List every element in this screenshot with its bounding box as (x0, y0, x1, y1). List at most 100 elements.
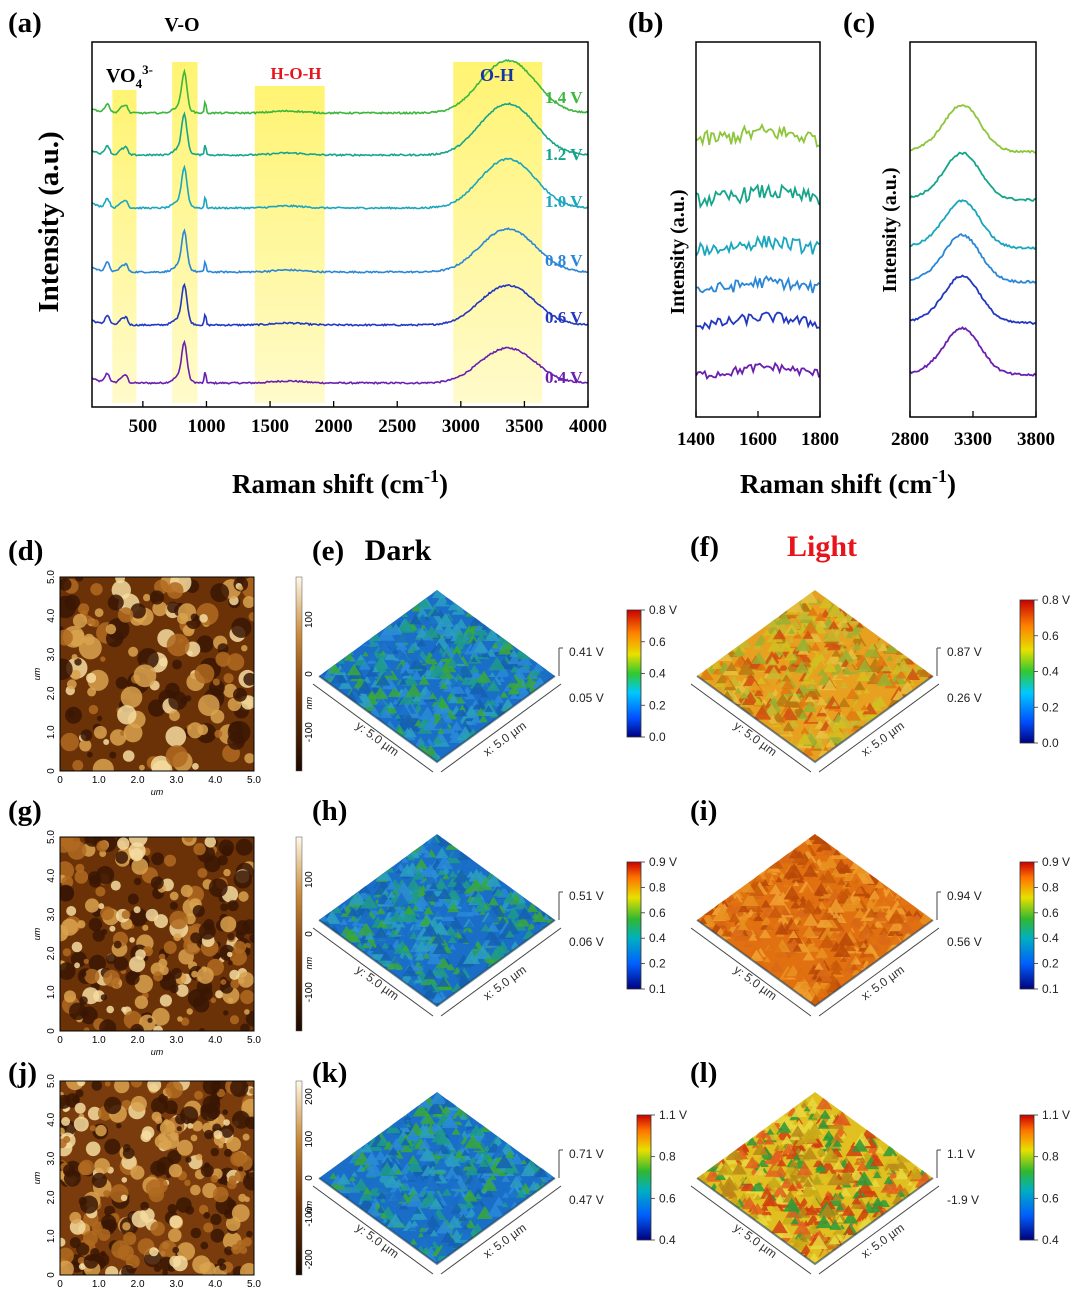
afm-grain (77, 920, 86, 929)
afm-y-tick: 2.0 (46, 946, 57, 960)
afm-grain (210, 1213, 222, 1225)
kpfm-z-top: 0.94 V (947, 889, 982, 903)
kpfm-texture (788, 628, 796, 634)
kpfm-texture (487, 933, 502, 946)
kpfm-texture (488, 682, 497, 689)
kpfm-z-bottom: 0.56 V (947, 935, 982, 949)
kpfm-texture (439, 658, 457, 673)
kpfm-texture (812, 1157, 825, 1168)
kpfm-texture (864, 631, 881, 645)
kpfm-texture (446, 963, 456, 971)
kpfm-texture (453, 631, 469, 645)
afm-grain (131, 858, 149, 875)
afm-y-tick: 3.0 (46, 1151, 57, 1165)
afm-grain (197, 868, 208, 878)
kpfm-texture (464, 1154, 472, 1161)
afm-y-tick: 1.0 (46, 725, 57, 739)
kpfm-texture (744, 1156, 760, 1169)
kpfm-texture (824, 714, 831, 720)
afm-grain (94, 608, 104, 617)
kpfm-texture (806, 1122, 823, 1135)
afm-grain (212, 1186, 229, 1203)
kpfm-texture (838, 645, 846, 652)
afm-grain (190, 613, 199, 622)
afm-grain (70, 951, 87, 968)
afm-grain (220, 979, 227, 985)
afm-y-tick: 5.0 (46, 570, 57, 584)
afm-grain (149, 590, 165, 605)
kpfm-texture (505, 930, 515, 938)
kpfm-texture (453, 1114, 463, 1122)
kpfm-texture (425, 988, 436, 996)
kpfm-texture (781, 678, 795, 690)
kpfm-x-axis-line (818, 683, 940, 773)
afm-grain (227, 900, 239, 912)
kpfm-texture (509, 649, 519, 657)
kpfm-texture (434, 623, 443, 630)
afm-grain (186, 1008, 193, 1015)
afm-grain (158, 1240, 177, 1259)
kpfm-texture (882, 1144, 898, 1157)
afm-grain (100, 1250, 106, 1257)
kpfm-texture (488, 656, 506, 671)
afm-panel-label: (g) (8, 795, 42, 827)
kpfm-texture (767, 715, 778, 724)
afm-grain (114, 983, 120, 989)
kpfm-texture (350, 924, 360, 932)
kpfm-texture (834, 1134, 842, 1141)
kpfm-panel-3: (i)y: 5.0 µm x: 5.0 µm0.94 V0.56 V0.9 V0.… (690, 795, 1070, 1017)
kpfm-texture (456, 696, 465, 704)
kpfm-texture (460, 676, 472, 686)
kpfm-texture (769, 891, 787, 906)
afm-grain (170, 967, 182, 979)
kpfm-texture (886, 1153, 900, 1164)
kpfm-texture (831, 701, 838, 707)
afm-grain (60, 1237, 66, 1247)
kpfm-texture (835, 669, 847, 680)
kpfm-texture (777, 904, 791, 915)
kpfm-texture (893, 679, 900, 684)
kpfm-texture (459, 1227, 475, 1240)
kpfm-z-top: 0.41 V (569, 645, 604, 659)
series-line-12V (92, 102, 588, 157)
kpfm-texture (420, 623, 427, 629)
afm-grain (214, 729, 223, 738)
kpfm-texture (865, 908, 878, 918)
kpfm-texture (433, 1157, 450, 1170)
afm-grain (95, 1124, 107, 1137)
kpfm-texture (737, 921, 749, 930)
afm-grain (187, 1123, 194, 1129)
kpfm-texture (428, 917, 439, 927)
kpfm-colorbar-label: 0.0 (1042, 736, 1059, 750)
afm-grain (199, 614, 208, 623)
panel-bc-x-axis-label-close: ) (947, 469, 956, 499)
kpfm-texture (441, 1187, 452, 1196)
kpfm-panel-label: (i) (690, 795, 717, 827)
kpfm-texture (874, 655, 888, 667)
kpfm-texture (437, 887, 452, 899)
kpfm-texture (416, 638, 427, 647)
kpfm-texture (423, 968, 437, 980)
kpfm-texture (825, 738, 836, 748)
kpfm-texture (454, 618, 468, 629)
kpfm-texture (768, 859, 780, 869)
kpfm-texture (772, 872, 790, 886)
kpfm-texture (764, 1136, 775, 1145)
kpfm-texture (357, 909, 375, 924)
kpfm-texture (432, 705, 444, 714)
kpfm-texture (418, 675, 430, 685)
afm-grain (180, 1017, 190, 1026)
panel-bc-x-axis-label: Raman shift (cm-1) (740, 466, 956, 499)
afm-grain (72, 760, 84, 771)
afm-grain (98, 903, 105, 910)
kpfm-texture (832, 607, 844, 617)
afm-grain (204, 1129, 214, 1140)
kpfm-texture (804, 694, 815, 703)
kpfm-texture (813, 882, 829, 895)
kpfm-texture (866, 898, 875, 906)
kpfm-texture (417, 888, 427, 897)
kpfm-texture (856, 1160, 869, 1171)
afm-y-tick: 1.0 (46, 985, 57, 999)
kpfm-texture (418, 698, 427, 705)
